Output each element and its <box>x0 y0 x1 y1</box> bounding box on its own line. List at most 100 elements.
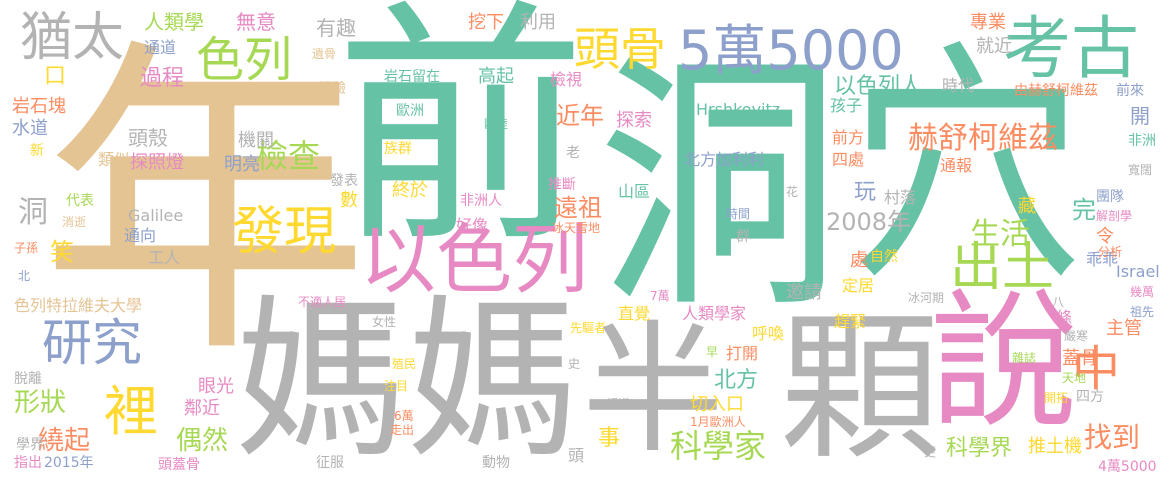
word-zhichu: 指出 <box>14 455 42 471</box>
word-jiujin: 就近 <box>976 36 1012 57</box>
word-shi: 事 <box>598 426 621 451</box>
word-seliete: 色列特拉維夫大學 <box>14 296 143 315</box>
word-kai: 開 <box>1130 104 1150 128</box>
word-qiwan: 7萬 <box>650 289 670 303</box>
word-bei: 北 <box>18 269 31 283</box>
word-gaigu: 蓋骨 <box>1062 348 1098 369</box>
word-chu: 處 <box>850 250 868 271</box>
word-guaiguai: 乖乖 <box>1086 250 1119 269</box>
word-zhuyi: 注目 <box>384 379 409 393</box>
word-fenxi: 分析 <box>1098 245 1123 259</box>
word-zazhi: 雜誌 <box>1012 351 1037 365</box>
word-bushiren: 不適人居 <box>298 295 347 309</box>
word-yishengbiwei: 由赫舒柯維茲 <box>1014 83 1098 99</box>
word-tanzhaodeng: 探照燈 <box>130 152 184 173</box>
word-jinnian: 近年 <box>556 102 604 130</box>
word-yiseliren: 以色列人 <box>834 74 923 99</box>
word-kaogu: 考古 <box>1003 10 1140 89</box>
word-tougaigu: 頭蓋骨 <box>158 457 200 473</box>
word-daibiao: 代表 <box>66 193 94 209</box>
word-ouzhou: 歐洲 <box>396 103 424 119</box>
word-li: 裡 <box>104 380 158 443</box>
word-wuyi: 無意 <box>236 10 276 34</box>
word-dakai: 打開 <box>726 344 759 363</box>
word-hua: 花 <box>786 185 799 199</box>
word-mama: 媽媽 <box>235 280 579 481</box>
word-ziran: 自然 <box>870 249 898 265</box>
word-youqu: 有趣 <box>316 16 356 40</box>
word-xiaoshi: 消逝 <box>62 215 87 229</box>
word-shijian: 時間 <box>726 207 751 221</box>
word-beifangjialili: 北方加利利 <box>684 150 765 169</box>
word-zhuanye: 專業 <box>970 12 1006 33</box>
word-geng: 更 <box>924 445 937 459</box>
word-tansuo: 探索 <box>616 110 652 131</box>
word-dongwu: 動物 <box>482 455 510 471</box>
word-fabiao: 發表 <box>330 173 358 189</box>
word-yanguang: 眼光 <box>198 376 234 397</box>
word-tougu: 頭骨 <box>574 22 666 76</box>
word-shi2: 史 <box>568 357 581 371</box>
word-xingzhuang: 形狀 <box>14 388 67 418</box>
word-haoxiang: 好像 <box>456 216 489 235</box>
word-ba: 八 <box>1052 295 1065 309</box>
word-liuwan: 6萬 <box>394 409 414 423</box>
word-liyong: 利用 <box>520 12 556 33</box>
word-xue: 穴 <box>848 19 1084 317</box>
word-tuiduan: 推斷 <box>548 177 576 193</box>
word-zuxian: 祖先 <box>1130 305 1155 319</box>
word-zhengfu: 征服 <box>316 455 344 471</box>
word-wan2: 完 <box>1072 196 1096 224</box>
word-xin: 新 <box>30 143 44 159</box>
word-tongxiang: 通向 <box>124 226 157 245</box>
word-bingtianxuedi: 冰天雪地 <box>552 221 601 235</box>
word-renleixuejia: 人類學家 <box>682 304 747 323</box>
word-tongbao: 通報 <box>940 156 973 175</box>
word-lao: 老 <box>566 145 580 161</box>
word-huhuan: 呼喚 <box>752 324 785 343</box>
word-kexuejie: 科學界 <box>946 436 1013 461</box>
word-sichu: 四處 <box>832 150 865 169</box>
word-ouran: 偶然 <box>176 426 229 456</box>
word-zhijue: 直覺 <box>618 304 651 323</box>
word-gaoqi: 高起 <box>478 66 514 87</box>
word-qian: 前 <box>335 0 587 278</box>
word-zouchu: 走出 <box>390 423 415 437</box>
word-jiepouxue: 解剖學 <box>1096 209 1133 223</box>
word-feizhouren: 非洲人 <box>460 193 502 209</box>
word-touke: 頭殼 <box>128 126 168 150</box>
word-shidai: 時代 <box>942 76 975 95</box>
word-ke: 顆 <box>780 294 941 481</box>
word-year2008: 2008年 <box>826 208 912 236</box>
word-xuejie: 學界 <box>16 437 44 453</box>
word-lingdao: 領導 <box>606 397 631 411</box>
word-yiselie: 以色列 <box>360 215 588 304</box>
word-yantai: 猶太 <box>20 8 125 68</box>
word-tuandui: 團隊 <box>1096 189 1124 205</box>
word-yigu: 遺骨 <box>312 47 337 61</box>
word-yanjiu: 研究 <box>42 314 142 372</box>
word-yanshiliuzai: 岩石留在 <box>384 69 440 85</box>
word-qun: 群 <box>736 229 750 245</box>
word-wan: 玩 <box>854 180 877 205</box>
word-zhuguan: 主管 <box>1106 318 1142 339</box>
word-kaituo: 開拓 <box>1044 391 1069 405</box>
word-zhongyu: 終於 <box>392 180 428 201</box>
word-shuo: 說 <box>930 276 1078 448</box>
word-mingliang: 明亮 <box>224 154 260 175</box>
word-tuituji: 推土機 <box>1028 436 1082 457</box>
word-dong2: 洞 <box>18 195 48 230</box>
word-hesheke: 赫舒柯維茲 <box>908 121 1058 156</box>
word-renleixue: 人類學 <box>144 10 204 34</box>
word-nvxing: 女性 <box>372 315 397 329</box>
word-zang: 藏 <box>1018 196 1036 217</box>
word-guocheng: 過程 <box>140 66 185 91</box>
word-cunluo: 村落 <box>884 188 917 207</box>
word-zhaodao: 找到 <box>1084 421 1141 454</box>
word-num55000: 5萬5000 <box>678 19 904 82</box>
word-zhong: 中 <box>1072 341 1121 397</box>
word-jijian: 幾萬 <box>1130 285 1155 299</box>
word-jingyan: 經驗 <box>318 81 346 97</box>
word-year2015: 2015年 <box>44 455 94 471</box>
word-selie: 色列 <box>196 32 293 88</box>
